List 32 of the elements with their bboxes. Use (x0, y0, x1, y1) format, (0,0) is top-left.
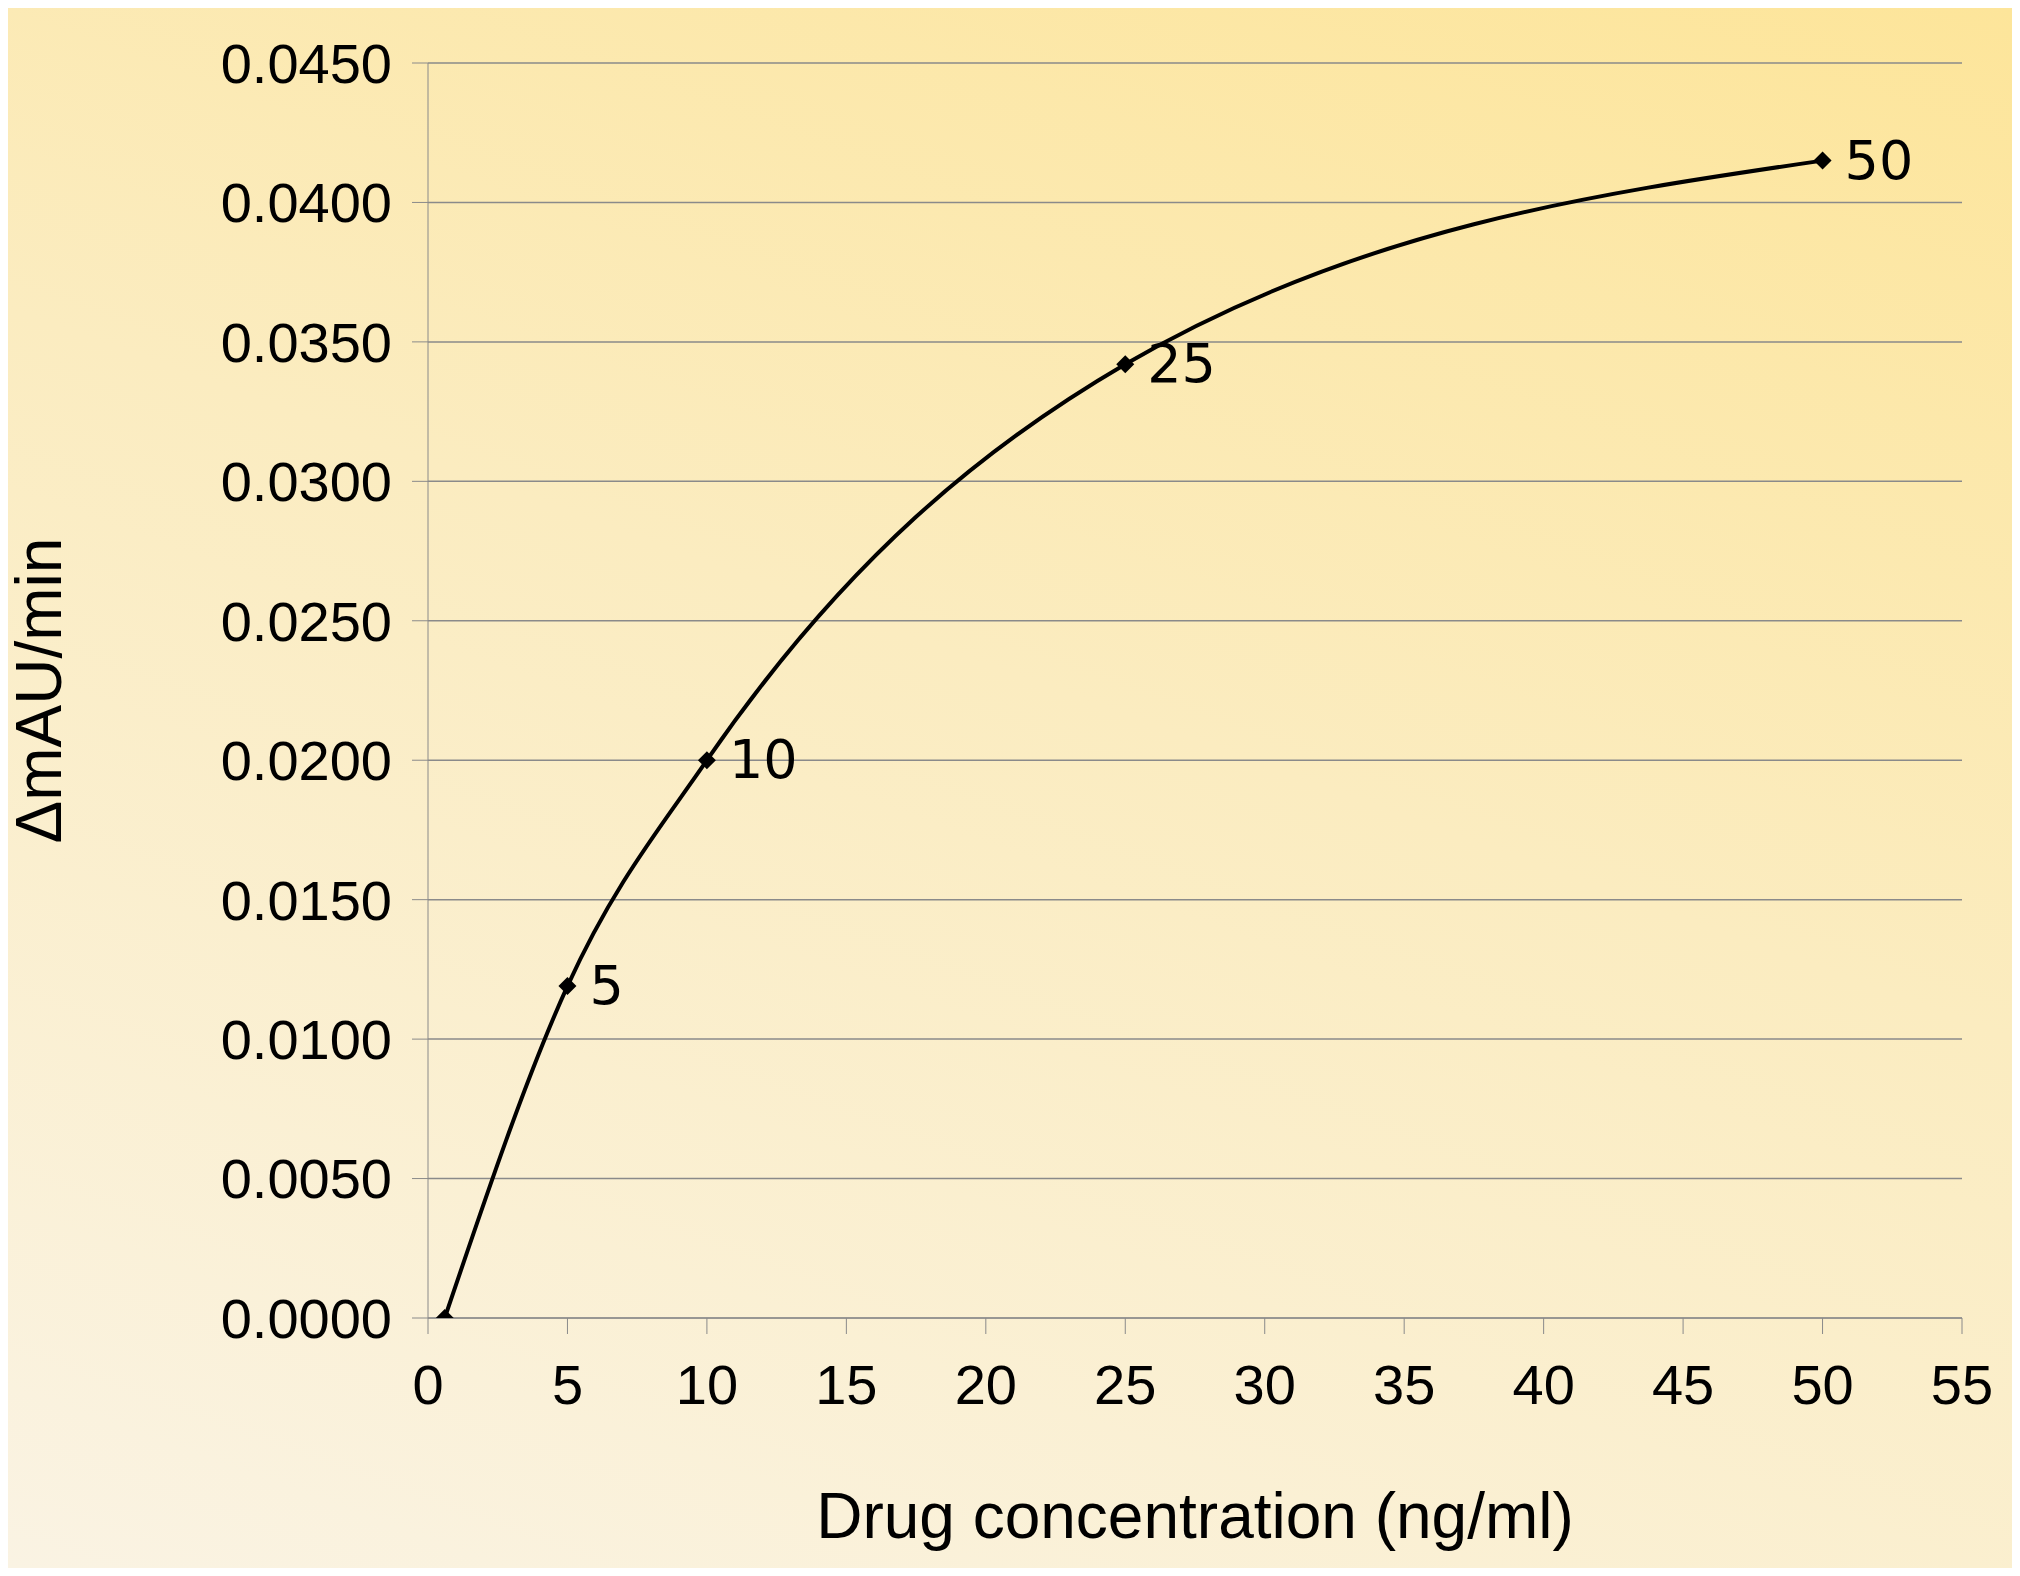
point (1813, 151, 1832, 170)
point (558, 977, 577, 996)
annotation: 10 (728, 728, 798, 792)
y-tick-label: 0.0100 (220, 1007, 392, 1071)
point (1116, 355, 1135, 374)
x-tick-label: 55 (1930, 1352, 1994, 1416)
x-tick-label: 45 (1651, 1352, 1715, 1416)
y-tick-label: 0.0150 (220, 868, 392, 932)
y-tick-label: 0.0050 (220, 1147, 392, 1211)
x-tick-label: 40 (1512, 1352, 1575, 1416)
y-tick-label: 0.0200 (220, 729, 392, 793)
y-tick-label: 0.0450 (220, 31, 392, 95)
annotation: 25 (1147, 332, 1216, 396)
y-tick-label: 0.0000 (220, 1286, 392, 1350)
x-tick-label: 10 (675, 1352, 739, 1416)
x-tick-label: 30 (1233, 1352, 1296, 1416)
y-axis-title: ΔmAU/min (2, 537, 75, 844)
x-tick-label: 20 (954, 1352, 1017, 1416)
y-tick-label: 0.0300 (220, 450, 392, 514)
annotation: 5 (589, 954, 624, 1018)
point (697, 751, 716, 770)
x-axis-title: Drug concentration (ng/ml) (816, 1480, 1574, 1552)
x-tick-label: 15 (815, 1352, 878, 1416)
annotation: 50 (1844, 128, 1914, 192)
x-tick-label: 5 (551, 1352, 584, 1416)
x-tick-label: 25 (1094, 1352, 1157, 1416)
x-tick-label: 35 (1373, 1352, 1436, 1416)
y-tick-label: 0.0350 (220, 310, 392, 374)
x-tick-label: 50 (1791, 1352, 1854, 1416)
y-tick-label: 0.0250 (220, 589, 392, 653)
y-tick-label: 0.0400 (220, 171, 392, 235)
x-tick-label: 0 (412, 1352, 444, 1416)
